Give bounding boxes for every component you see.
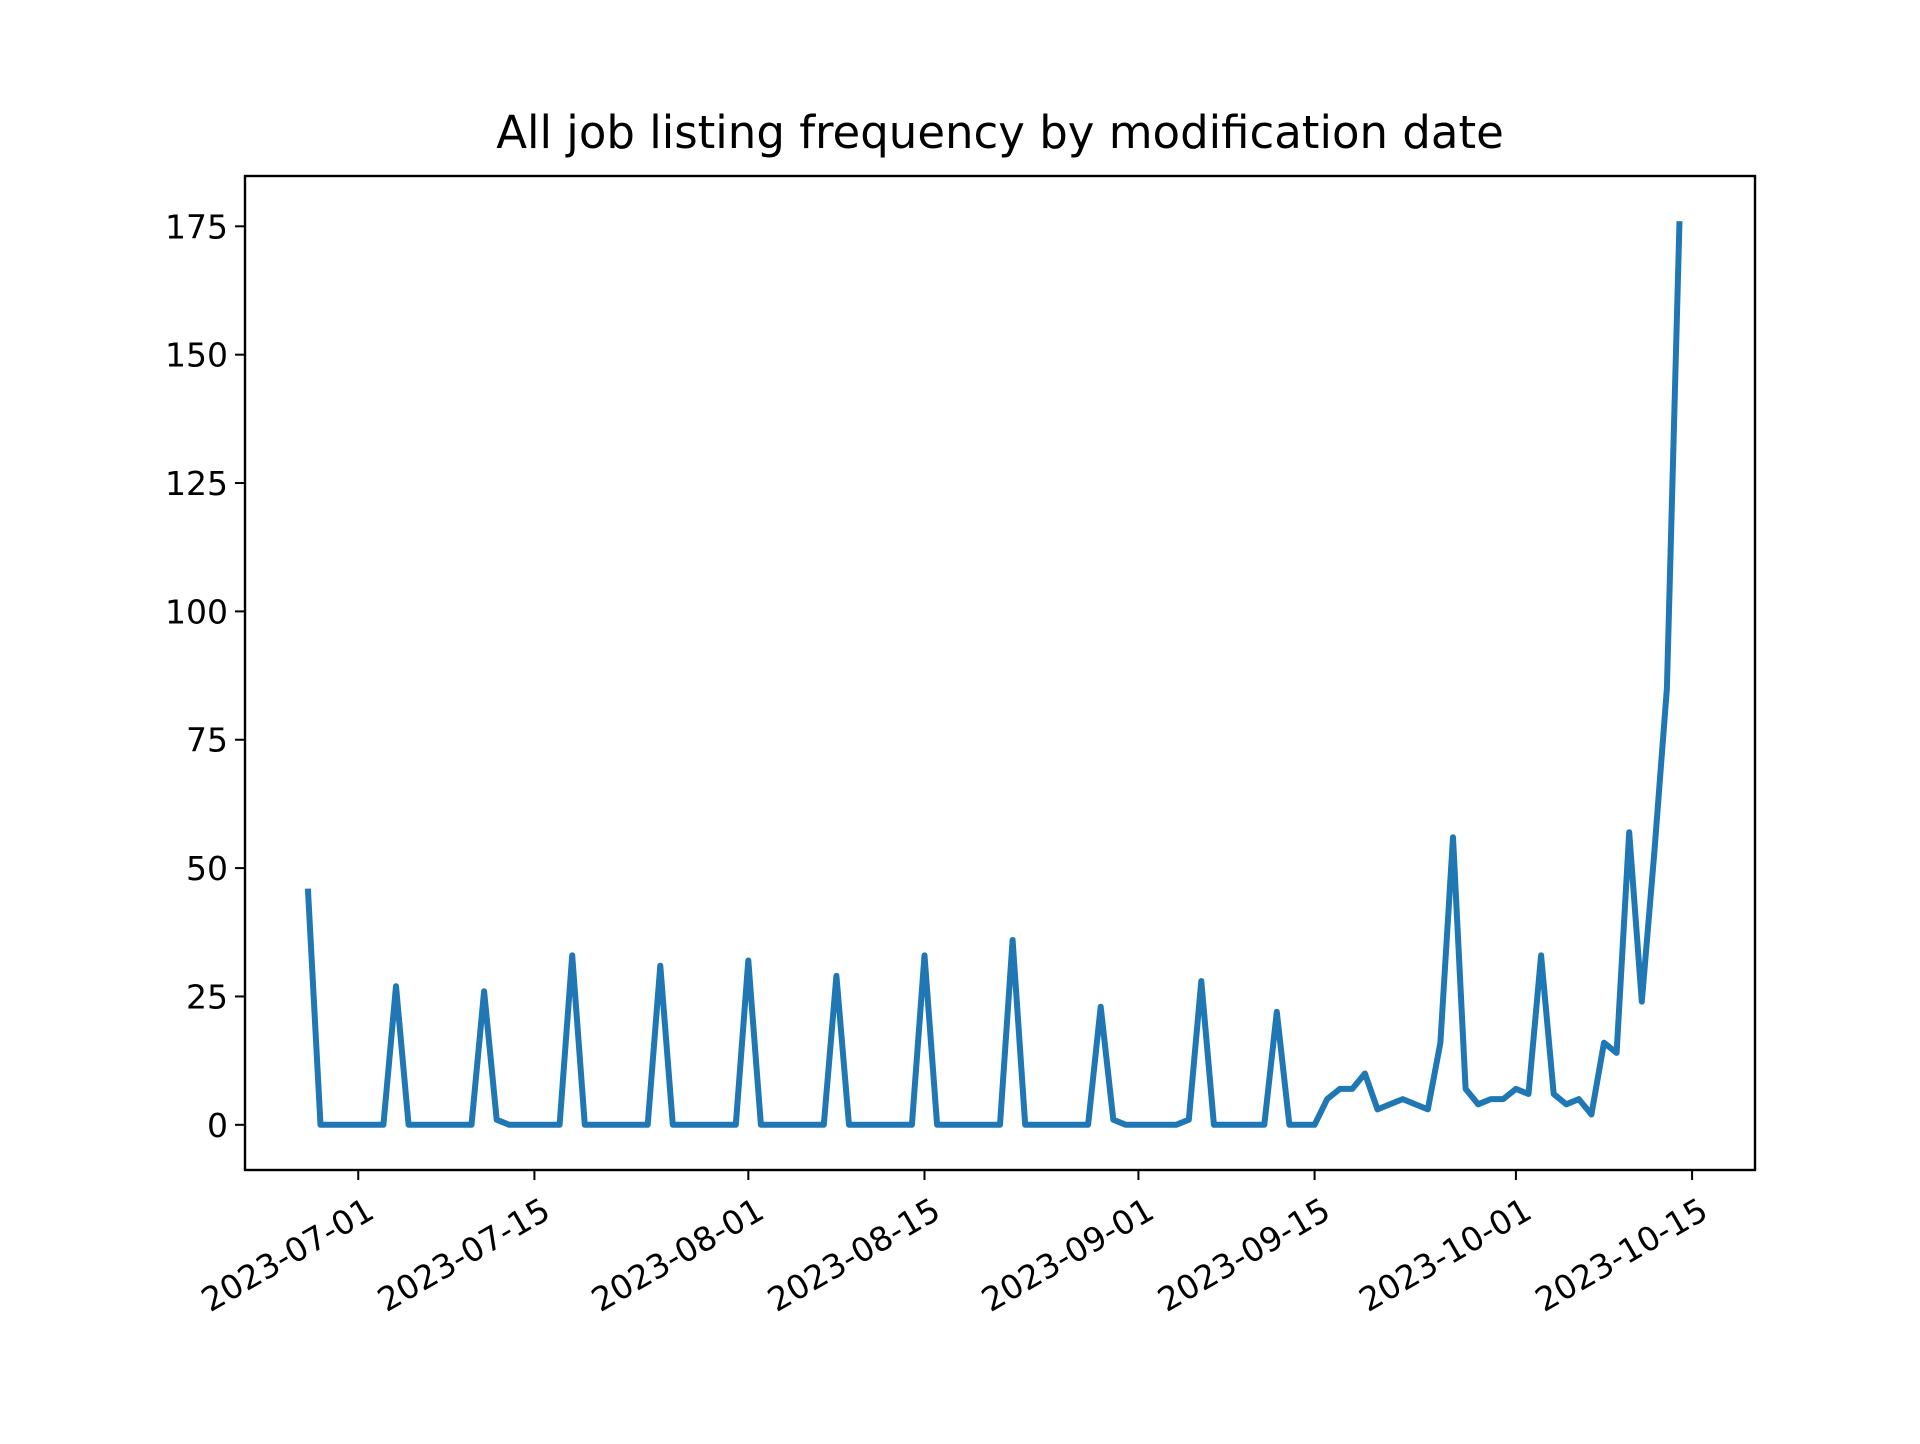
y-tick-label: 125 [165,464,228,503]
x-tick-label: 2023-08-15 [761,1190,947,1320]
y-tick-label: 100 [165,592,228,631]
x-tick-label: 2023-09-01 [975,1190,1161,1320]
series-line-0 [304,221,1683,1128]
y-tick-label: 75 [186,721,228,760]
y-tick-label: 0 [207,1106,228,1145]
x-tick-label: 2023-10-01 [1352,1190,1538,1320]
x-tick-label: 2023-07-15 [371,1190,557,1320]
y-tick-label: 150 [165,336,228,375]
x-tick-label: 2023-08-01 [585,1190,771,1320]
x-tick-label: 2023-10-15 [1528,1190,1714,1320]
x-tick-label: 2023-07-01 [195,1190,381,1320]
plot-marks [304,221,1683,1128]
y-tick-label: 25 [186,977,228,1016]
plot-area-frame [243,174,1757,1172]
x-tick-label: 2023-09-15 [1151,1190,1337,1320]
chart-title: All job listing frequency by modificatio… [496,106,1504,159]
y-tick-label: 50 [186,849,228,888]
y-tick-label: 175 [165,207,228,246]
